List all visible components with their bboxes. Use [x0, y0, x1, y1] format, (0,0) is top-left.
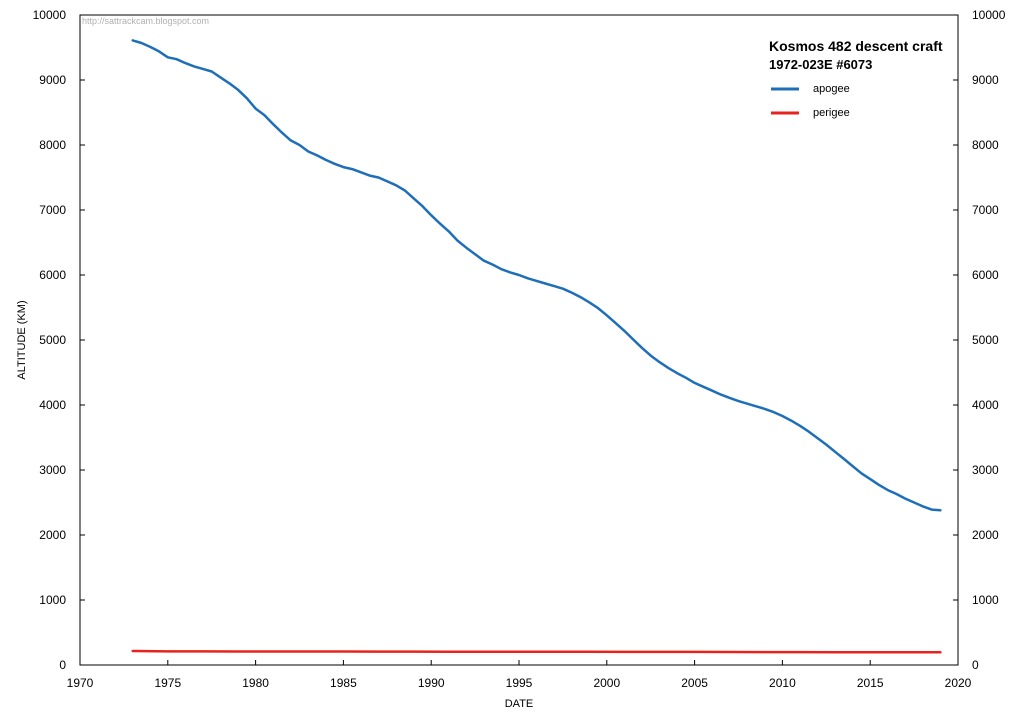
- y-tick-label-left: 10000: [33, 8, 67, 22]
- y-tick-label-right: 4000: [972, 398, 999, 412]
- series-layer: [131, 39, 942, 654]
- y-tick-label-left: 4000: [39, 398, 66, 412]
- plot-area: [79, 14, 959, 666]
- y-tick-label-right: 0: [972, 658, 979, 672]
- legend-label-perigee: perigee: [813, 107, 850, 119]
- x-tick-label: 1990: [418, 676, 445, 690]
- x-tick-label: 1980: [242, 676, 269, 690]
- y-axis-left: 0 1000 2000 3000 4000 5000 6000 7000 8000 9000 100…: [33, 8, 85, 672]
- x-tick-label: 1995: [506, 676, 533, 690]
- x-tick-label: 2010: [769, 676, 796, 690]
- x-tick-label: 1970: [67, 676, 94, 690]
- x-tick-label: 2005: [681, 676, 708, 690]
- series-line-apogee: [131, 39, 942, 512]
- y-tick-label-right: 6000: [972, 268, 999, 282]
- x-axis-label: DATE: [505, 698, 534, 710]
- x-tick-label: 2015: [857, 676, 884, 690]
- y-tick-label-right: 2000: [972, 528, 999, 542]
- series-line-perigee: [131, 649, 942, 654]
- y-tick-label-left: 0: [59, 658, 66, 672]
- x-tick-label: 1985: [330, 676, 357, 690]
- y-tick-label-right: 7000: [972, 203, 999, 217]
- chart-subtitle: 1972-023E #6073: [769, 57, 872, 72]
- legend: Kosmos 482 descent craft 1972-023E #6073…: [769, 38, 943, 119]
- y-tick-label-left: 6000: [39, 268, 66, 282]
- x-tick-label: 1975: [154, 676, 181, 690]
- y-tick-label-left: 5000: [39, 333, 66, 347]
- x-tick-label: 2020: [945, 676, 972, 690]
- watermark: http://sattrackcam.blogspot.com: [82, 16, 209, 26]
- y-axis-right: 0 1000 2000 3000 4000 5000 6000 7000 8000 9000 100…: [953, 8, 1006, 672]
- y-tick-label-right: 9000: [972, 73, 999, 87]
- y-tick-label-left: 8000: [39, 138, 66, 152]
- chart-title: Kosmos 482 descent craft: [769, 38, 943, 54]
- x-tick-label: 2000: [593, 676, 620, 690]
- x-axis: 1970 1975 1980 1985 1990 1995 2000 2005 2010 2015…: [67, 660, 972, 690]
- y-tick-label-left: 1000: [39, 593, 66, 607]
- y-axis-label: ALTITUDE (KM): [16, 300, 28, 379]
- y-tick-label-right: 8000: [972, 138, 999, 152]
- y-tick-label-left: 7000: [39, 203, 66, 217]
- legend-label-apogee: apogee: [813, 83, 850, 95]
- y-tick-label-right: 1000: [972, 593, 999, 607]
- y-tick-label-right: 10000: [972, 8, 1006, 22]
- y-tick-label-left: 2000: [39, 528, 66, 542]
- y-tick-label-left: 3000: [39, 463, 66, 477]
- y-tick-label-right: 3000: [972, 463, 999, 477]
- y-tick-label-left: 9000: [39, 73, 66, 87]
- y-tick-label-right: 5000: [972, 333, 999, 347]
